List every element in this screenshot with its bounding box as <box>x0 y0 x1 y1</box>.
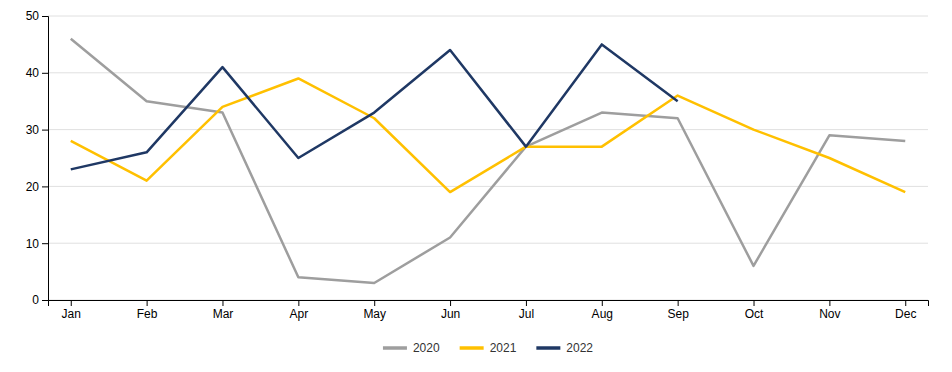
legend: 2020 2021 2022 <box>383 341 593 355</box>
y-axis-line <box>42 17 49 301</box>
y-tick-label: 10 <box>26 237 40 251</box>
x-tick-mark <box>905 300 906 306</box>
grid-line <box>48 16 928 17</box>
x-tick-mark <box>222 300 223 306</box>
y-tick-label: 20 <box>26 180 40 194</box>
legend-swatch <box>460 346 484 350</box>
x-tick: Jan <box>62 300 81 321</box>
legend-item: 2022 <box>536 341 593 355</box>
lines <box>71 39 905 283</box>
legend-label: 2020 <box>413 341 440 355</box>
y-tick-label: 50 <box>26 9 40 23</box>
grid-line <box>48 243 928 244</box>
y-tick-label: 0 <box>32 293 39 307</box>
y-tick-mark <box>42 243 48 244</box>
x-tick-label: May <box>363 307 386 321</box>
x-tick: Nov <box>819 300 840 321</box>
x-tick-label: Oct <box>745 307 764 321</box>
legend-swatch <box>536 346 560 350</box>
x-tick: Jul <box>519 300 534 321</box>
x-tick-label: Aug <box>592 307 613 321</box>
legend-label: 2022 <box>566 341 593 355</box>
grid-line <box>48 72 928 73</box>
x-tick-mark <box>298 300 299 306</box>
x-tick: Dec <box>895 300 916 321</box>
x-tick-label: Jan <box>62 307 81 321</box>
chart: Jan Feb Mar Apr May Jun Jul Aug Sep Oct Nov Dec 0 10 2… <box>0 0 952 372</box>
x-tick-mark <box>526 300 527 306</box>
x-tick: May <box>363 300 386 321</box>
y-tick-label: 40 <box>26 66 40 80</box>
y-tick-mark <box>42 16 48 17</box>
x-tick-mark <box>450 300 451 306</box>
y-tick-mark <box>42 186 48 187</box>
plot: Jan Feb Mar Apr May Jun Jul Aug Sep Oct Nov Dec 0 10 2… <box>26 9 929 320</box>
y-tick: 10 <box>26 237 48 251</box>
y-tick-mark <box>42 130 48 131</box>
y-tick-mark <box>42 73 48 74</box>
y-tick: 40 <box>26 66 48 80</box>
x-tick-label: Jul <box>519 307 534 321</box>
x-tick-mark <box>147 300 148 306</box>
series-line <box>71 39 905 283</box>
grid <box>48 16 928 300</box>
x-tick-mark <box>754 300 755 306</box>
x-tick: Mar <box>213 300 234 321</box>
x-tick-label: Mar <box>213 307 234 321</box>
y-tick: 30 <box>26 123 48 137</box>
legend-label: 2021 <box>490 341 517 355</box>
legend-item: 2020 <box>383 341 440 355</box>
x-tick-mark <box>602 300 603 306</box>
x-tick-label: Feb <box>137 307 158 321</box>
y-tick: 50 <box>26 9 48 23</box>
x-tick-mark <box>374 300 375 306</box>
grid-line <box>48 186 928 187</box>
x-tick-label: Apr <box>290 307 309 321</box>
x-tick: Feb <box>137 300 158 321</box>
y-axis: 0 10 20 30 40 50 <box>26 9 49 307</box>
y-tick: 20 <box>26 180 48 194</box>
y-tick: 0 <box>32 293 48 307</box>
x-tick-label: Jun <box>441 307 460 321</box>
x-axis-line <box>49 301 929 307</box>
legend-item: 2021 <box>460 341 517 355</box>
x-tick: Oct <box>745 300 764 321</box>
x-tick: Apr <box>290 300 309 321</box>
legend-swatch <box>383 346 407 350</box>
x-tick-label: Dec <box>895 307 916 321</box>
x-tick-label: Nov <box>819 307 840 321</box>
x-tick: Aug <box>592 300 613 321</box>
series-line <box>71 44 678 169</box>
grid-line <box>48 129 928 130</box>
x-tick-mark <box>71 300 72 306</box>
x-tick-mark <box>829 300 830 306</box>
x-axis: Jan Feb Mar Apr May Jun Jul Aug Sep Oct Nov Dec <box>49 300 929 321</box>
y-tick-mark <box>42 300 48 301</box>
y-tick-label: 30 <box>26 123 40 137</box>
x-tick-label: Sep <box>667 307 689 321</box>
x-tick: Jun <box>441 300 460 321</box>
x-tick: Sep <box>667 300 689 321</box>
x-tick-mark <box>678 300 679 306</box>
